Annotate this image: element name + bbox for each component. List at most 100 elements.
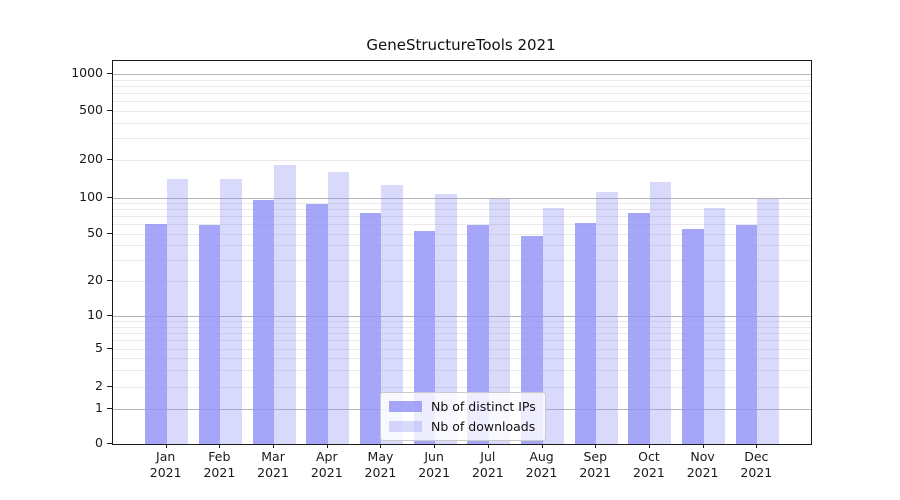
- y-tick-mark: [107, 110, 112, 111]
- bar-downloads-jan: [166, 179, 189, 444]
- month-text: Mar: [261, 449, 285, 464]
- year-text: 2021: [149, 465, 182, 480]
- minor-gridline: [113, 122, 811, 124]
- minor-gridline: [113, 216, 811, 218]
- bar-downloads-may: [381, 185, 403, 444]
- bar-downloads-feb: [220, 179, 242, 444]
- month-text: Sep: [583, 449, 607, 464]
- x-tick-label-oct: Oct 2021: [617, 449, 681, 481]
- x-tick-label-jun: Jun 2021: [402, 449, 466, 481]
- year-text: 2021: [310, 465, 343, 480]
- bar-downloads-nov: [703, 208, 726, 444]
- x-tick-label-apr: Apr 2021: [295, 449, 359, 481]
- year-text: 2021: [686, 465, 719, 480]
- year-text: 2021: [740, 465, 773, 480]
- legend-label-distinct-ips: Nb of distinct IPs: [431, 399, 536, 414]
- x-tick-mark: [756, 444, 758, 448]
- x-tick-mark: [648, 444, 650, 448]
- plot-area: Nb of distinct IPs Nb of downloads: [112, 60, 812, 445]
- bar-distinct-ips-aug: [521, 235, 543, 444]
- y-tick-label: 1000: [71, 65, 103, 80]
- bar-distinct-ips-dec: [735, 224, 758, 444]
- x-tick-mark: [326, 444, 328, 448]
- legend-swatch-downloads: [389, 421, 422, 432]
- major-gridline: [113, 197, 811, 199]
- y-tick-mark: [107, 73, 112, 74]
- y-tick-label: 1: [95, 400, 103, 415]
- year-text: 2021: [633, 465, 665, 480]
- legend-item-distinct-ips: Nb of distinct IPs: [389, 399, 536, 414]
- bar-distinct-ips-may: [359, 213, 382, 444]
- x-tick-label-sep: Sep 2021: [563, 449, 627, 481]
- minor-gridline: [113, 340, 811, 342]
- minor-gridline: [113, 159, 811, 161]
- bar-distinct-ips-nov: [682, 228, 704, 444]
- minor-gridline: [113, 349, 811, 350]
- y-tick-label: 10: [87, 307, 103, 322]
- minor-gridline: [113, 224, 811, 226]
- y-tick-mark: [107, 280, 112, 281]
- minor-gridline: [113, 233, 811, 235]
- x-tick-mark: [434, 444, 436, 448]
- major-gridline: [113, 316, 811, 317]
- bar-downloads-apr: [327, 171, 350, 444]
- minor-gridline: [113, 79, 811, 81]
- month-text: Jun: [424, 449, 444, 464]
- x-tick-mark: [380, 444, 382, 448]
- x-tick-mark: [165, 444, 167, 448]
- minor-gridline: [113, 93, 811, 95]
- y-tick-label: 0: [95, 435, 103, 450]
- month-text: Feb: [208, 449, 231, 464]
- month-text: Aug: [529, 449, 554, 464]
- minor-gridline: [113, 326, 811, 328]
- x-tick-label-jul: Jul 2021: [456, 449, 520, 481]
- bar-downloads-dec: [757, 199, 779, 444]
- year-text: 2021: [579, 465, 612, 480]
- bar-distinct-ips-feb: [198, 224, 221, 444]
- year-text: 2021: [364, 465, 397, 480]
- year-text: 2021: [418, 465, 451, 480]
- minor-gridline: [113, 138, 811, 140]
- minor-gridline: [113, 321, 811, 323]
- bar-distinct-ips-jun: [413, 231, 436, 444]
- month-text: Jul: [480, 449, 496, 464]
- year-text: 2021: [525, 465, 558, 480]
- minor-gridline: [113, 202, 811, 204]
- y-tick-label: 500: [79, 102, 103, 117]
- legend-swatch-distinct-ips: [389, 401, 422, 412]
- month-text: Nov: [690, 449, 715, 464]
- month-text: Apr: [315, 449, 338, 464]
- bar-downloads-mar: [274, 165, 296, 444]
- minor-gridline: [113, 85, 811, 87]
- x-tick-label-may: May 2021: [348, 449, 412, 481]
- bar-distinct-ips-jan: [145, 224, 167, 444]
- bar-downloads-jun: [435, 194, 457, 444]
- x-tick-mark: [487, 444, 489, 448]
- x-tick-mark: [702, 444, 704, 448]
- minor-gridline: [113, 332, 811, 334]
- month-text: May: [367, 449, 394, 464]
- x-tick-mark: [541, 444, 543, 448]
- x-tick-label-feb: Feb 2021: [187, 449, 251, 481]
- bar-downloads-oct: [649, 181, 672, 444]
- legend-label-downloads: Nb of downloads: [431, 419, 536, 434]
- x-tick-mark: [219, 444, 221, 448]
- bar-distinct-ips-apr: [306, 204, 328, 444]
- x-tick-label-mar: Mar 2021: [241, 449, 305, 481]
- x-tick-label-nov: Nov 2021: [671, 449, 735, 481]
- major-gridline: [113, 74, 811, 75]
- bar-downloads-jul: [488, 198, 511, 444]
- bar-distinct-ips-oct: [628, 213, 650, 444]
- y-tick-mark: [107, 196, 112, 198]
- legend-item-downloads: Nb of downloads: [389, 419, 536, 434]
- y-tick-mark: [107, 315, 112, 316]
- x-tick-mark: [595, 444, 597, 448]
- y-tick-mark: [107, 443, 112, 444]
- bar-distinct-ips-mar: [252, 200, 275, 444]
- year-text: 2021: [471, 465, 504, 480]
- y-tick-mark: [107, 158, 112, 160]
- year-text: 2021: [257, 465, 289, 480]
- minor-gridline: [113, 111, 811, 112]
- minor-gridline: [113, 387, 811, 388]
